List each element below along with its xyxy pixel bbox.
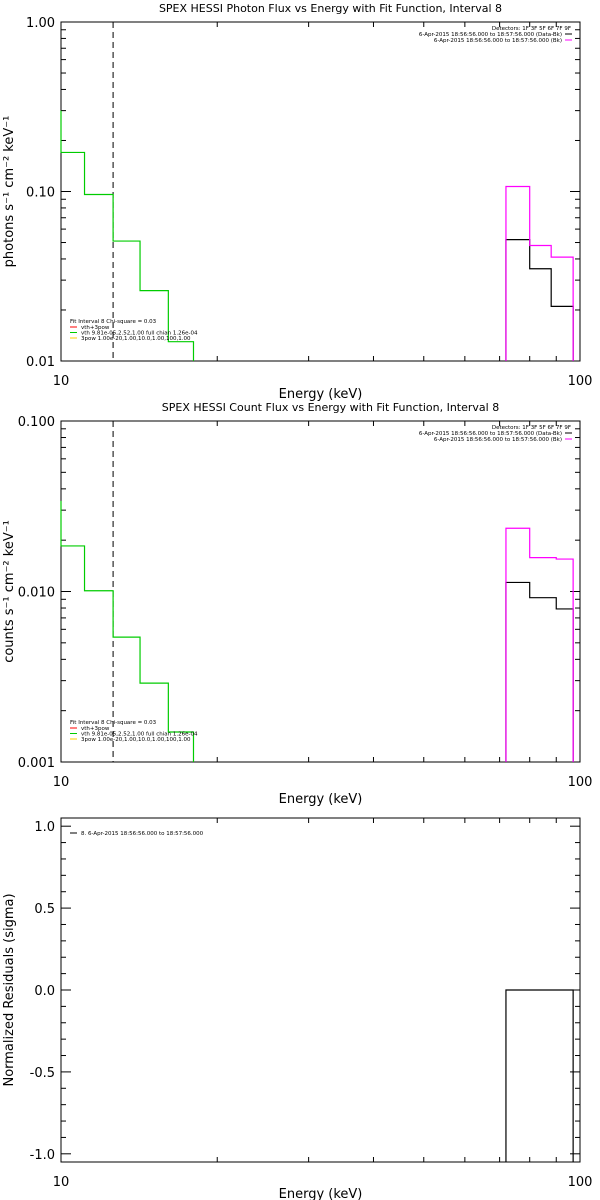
count-y-tick-label: 0.100 [18, 415, 55, 430]
residuals-x-axis-label: Energy (keV) [279, 1187, 363, 1200]
residuals-y-tick-label: 0.0 [34, 984, 55, 999]
photon-legend-left-label: vth 9.81e-05,2.52,1.00 full chian 1.26e-… [81, 331, 198, 337]
count-legend-left-label: vth 9.81e-05,2.52,1.00 full chian 1.26e-… [81, 732, 198, 738]
count-x-tick-label: 10 [53, 775, 70, 790]
photon-series-2 [505, 185, 574, 361]
count-y-tick-label: 0.010 [18, 586, 55, 601]
residuals-y-tick-label: -1.0 [30, 1148, 55, 1163]
count-legend-left-label: 3pow 1.00e-20,1.00,10.0,1.00,100,1.00 [81, 737, 191, 743]
photon-x-tick-label: 100 [568, 374, 593, 389]
count-title: SPEX HESSI Count Flux vs Energy with Fit… [162, 401, 499, 414]
residuals-axes-frame [60, 817, 581, 1163]
count-legend-right-title: Detectors: 1F 3F 5F 6F 7F 9F [492, 425, 571, 431]
photon-legend-left-label: 3pow 1.00e-20,1.00,10.0,1.00,100,1.00 [81, 336, 191, 342]
residuals-legend-left-label: 8. 6-Apr-2015 18:56:56.000 to 18:57:56.0… [81, 831, 204, 837]
count-plot: SPEX HESSI Count Flux vs Energy with Fit… [2, 401, 592, 807]
count-series-0 [60, 500, 195, 762]
count-legend-left-title: Fit Interval 8 Chi-square = 0.03 [70, 720, 157, 726]
residuals-x-tick-label: 100 [568, 1175, 593, 1190]
count-series-2 [505, 527, 574, 762]
residuals-y-axis-label: Normalized Residuals (sigma) [2, 893, 17, 1086]
residuals-x-tick-label: 10 [53, 1175, 70, 1190]
count-x-axis-label: Energy (keV) [279, 792, 363, 807]
photon-legend-right-label: 6-Apr-2015 18:56:56.000 to 18:57:56.000 … [419, 32, 562, 38]
photon-y-tick-label: 1.00 [26, 16, 55, 31]
photon-plot: SPEX HESSI Photon Flux vs Energy with Fi… [2, 2, 592, 402]
count-y-tick-label: 0.001 [18, 756, 55, 771]
photon-y-axis-label: photons s⁻¹ cm⁻² keV⁻¹ [2, 116, 17, 268]
photon-axes-frame [60, 21, 581, 362]
count-x-tick-label: 100 [568, 775, 593, 790]
count-axes-frame [60, 420, 581, 763]
photon-series-0 [60, 110, 195, 361]
count-legend-right-label: 6-Apr-2015 18:56:56.000 to 18:57:56.000 … [434, 437, 562, 443]
residuals-y-tick-label: 1.0 [34, 820, 55, 835]
residuals-plot: 10 100 -1.0 -0.5 0.0 0.5 1.0 Energy (keV) Normal… [2, 817, 593, 1200]
photon-legend-left-title: Fit Interval 8 Chi-square = 0.03 [70, 319, 157, 325]
count-series-1 [505, 581, 574, 762]
residuals-y-tick-label: -0.5 [30, 1066, 55, 1081]
count-y-axis-label: counts s⁻¹ cm⁻² keV⁻¹ [2, 520, 17, 663]
photon-y-tick-label: 0.01 [26, 355, 55, 370]
photon-series-1 [505, 239, 574, 361]
photon-legend-right-title: Detectors: 1F 3F 5F 6F 7F 9F [492, 26, 571, 32]
photon-x-axis-label: Energy (keV) [279, 387, 363, 402]
count-legend-right-label: 6-Apr-2015 18:56:56.000 to 18:57:56.000 … [419, 431, 562, 437]
count-legend-left-label: vth+3pow [81, 726, 110, 732]
photon-x-tick-label: 10 [53, 374, 70, 389]
photon-legend-left-label: vth+3pow [81, 325, 110, 331]
residuals-series-0 [505, 989, 574, 1162]
residuals-y-tick-label: 0.5 [34, 902, 55, 917]
photon-y-tick-label: 0.10 [26, 186, 55, 201]
photon-legend-right-label: 6-Apr-2015 18:56:56.000 to 18:57:56.000 … [434, 38, 562, 44]
photon-title: SPEX HESSI Photon Flux vs Energy with Fi… [159, 2, 502, 15]
